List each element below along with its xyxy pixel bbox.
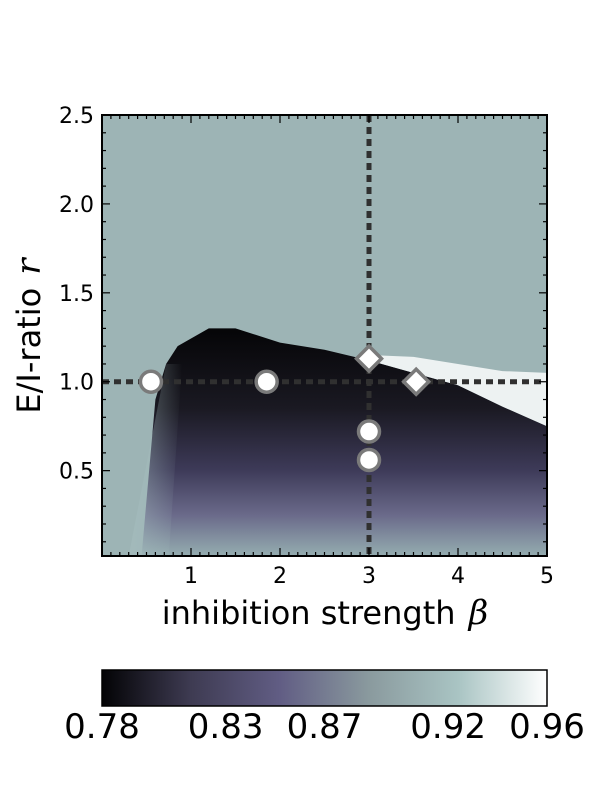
y-axis-symbol: r <box>9 257 49 275</box>
y-tick-label: 1.0 <box>59 371 94 396</box>
colorbar-tick-label: 0.78 <box>64 707 140 747</box>
x-tick-label: 5 <box>540 564 554 589</box>
x-tick-labels: 1 2 3 4 5 <box>184 564 554 589</box>
colorbar-bar <box>101 669 548 707</box>
diamond-marker <box>354 343 384 374</box>
x-axis-label-text: inhibition strength <box>162 594 456 632</box>
colorbar-tick-label: 0.96 <box>509 707 585 747</box>
colorbar-tick-label: 0.92 <box>410 707 486 747</box>
x-tick-label: 4 <box>451 564 465 589</box>
y-tick-label: 2.0 <box>59 193 94 218</box>
colorbar-tick-labels: 0.78 0.83 0.87 0.92 0.96 <box>64 707 585 747</box>
x-axis-symbol: β <box>467 593 489 633</box>
x-tick-label: 2 <box>273 564 287 589</box>
diamond-marker <box>401 366 432 397</box>
circle-marker <box>356 447 382 473</box>
y-tick-label: 1.5 <box>59 282 94 307</box>
x-axis-label: inhibition strength β <box>162 593 489 633</box>
colorbar-tick-label: 0.87 <box>287 707 363 747</box>
y-tick-label: 2.5 <box>59 104 94 129</box>
heatmap-dark-region <box>142 328 547 556</box>
circle-marker <box>138 369 164 394</box>
colorbar-tick-label: 0.83 <box>188 707 264 747</box>
x-tick-label: 1 <box>184 564 198 589</box>
circle-marker <box>356 419 382 444</box>
markers <box>138 343 432 473</box>
colorbar: 0.78 0.83 0.87 0.92 0.96 <box>64 669 585 747</box>
circle-marker <box>254 369 279 394</box>
axis-ticks <box>102 115 548 556</box>
y-tick-label: 0.5 <box>59 460 94 485</box>
y-axis-label-text: E/I-ratio <box>10 288 48 414</box>
heatmap-left-fade <box>128 363 183 556</box>
y-tick-labels: 0.5 1.0 1.5 2.0 2.5 <box>59 104 94 485</box>
x-tick-label: 3 <box>362 564 376 589</box>
plot-area <box>102 115 547 556</box>
y-axis-label: E/I-ratio r <box>9 257 49 414</box>
reference-lines <box>102 115 547 556</box>
